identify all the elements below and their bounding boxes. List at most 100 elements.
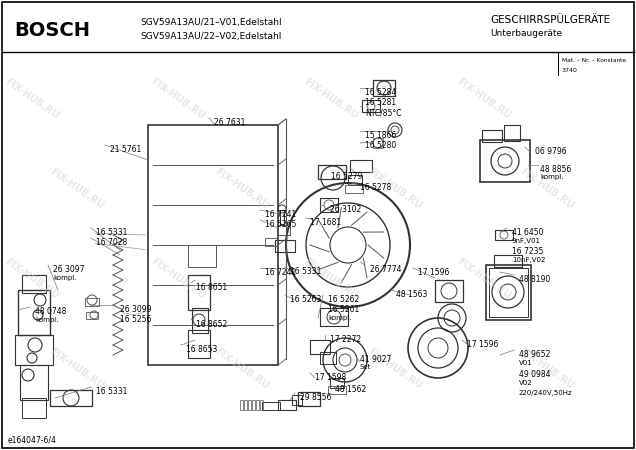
Text: 16 5263: 16 5263: [290, 295, 321, 304]
Text: 16 5280: 16 5280: [365, 141, 396, 150]
Text: 16 7241: 16 7241: [265, 210, 296, 219]
Text: FIX-HUB.RU: FIX-HUB.RU: [149, 257, 207, 301]
Text: FIX-HUB.RU: FIX-HUB.RU: [455, 77, 512, 121]
Text: 26 7774: 26 7774: [370, 265, 401, 274]
Text: FIX-HUB.RU: FIX-HUB.RU: [302, 77, 359, 121]
Text: 21 5761: 21 5761: [110, 145, 141, 154]
Bar: [320, 198, 338, 212]
Bar: [265, 238, 277, 246]
Text: V01: V01: [519, 360, 533, 366]
Text: FIX-HUB.RU: FIX-HUB.RU: [455, 257, 512, 301]
Text: 17 1681: 17 1681: [310, 218, 341, 227]
Text: BOSCH: BOSCH: [14, 21, 90, 40]
Text: 48 8856: 48 8856: [540, 165, 571, 174]
Text: 16 5331: 16 5331: [96, 387, 127, 396]
Text: 48 8190: 48 8190: [519, 275, 550, 284]
Text: 26 3102: 26 3102: [330, 205, 361, 214]
Bar: [278, 400, 296, 410]
Text: 16 5284: 16 5284: [365, 88, 396, 97]
Bar: [256, 400, 259, 410]
Text: 15 1866: 15 1866: [365, 131, 396, 140]
Bar: [188, 330, 210, 358]
Text: FIX-HUB.RU: FIX-HUB.RU: [48, 167, 105, 211]
Text: 16 7241: 16 7241: [265, 268, 296, 277]
Text: 16 7235: 16 7235: [512, 247, 543, 256]
Bar: [15, 335, 53, 365]
Text: kompl.: kompl.: [540, 174, 563, 180]
Bar: [248, 400, 251, 410]
Bar: [495, 230, 513, 240]
Text: FIX-HUB.RU: FIX-HUB.RU: [366, 347, 423, 391]
Text: kompl.: kompl.: [328, 315, 352, 321]
Text: 49 0984: 49 0984: [519, 370, 551, 379]
Text: FIX-HUB.RU: FIX-HUB.RU: [366, 167, 423, 211]
Text: 10nF,V02: 10nF,V02: [512, 257, 546, 263]
Text: SGV59A13AU/22–V02,Edelstahl: SGV59A13AU/22–V02,Edelstahl: [140, 32, 281, 40]
Text: Mat. – Nr. – Konstante: Mat. – Nr. – Konstante: [562, 58, 626, 63]
Bar: [494, 255, 522, 267]
Bar: [262, 402, 280, 410]
Bar: [22, 275, 46, 293]
Bar: [373, 138, 383, 148]
Bar: [188, 245, 216, 267]
Text: 48 0748: 48 0748: [35, 307, 66, 316]
Text: 16 5281: 16 5281: [365, 98, 396, 107]
Bar: [292, 395, 302, 405]
Text: 06 9796: 06 9796: [535, 147, 567, 156]
Bar: [482, 130, 502, 142]
Bar: [18, 290, 50, 335]
Text: 16 5256: 16 5256: [120, 315, 151, 324]
Text: GESCHIRRSPÜLGERÄTE: GESCHIRRSPÜLGERÄTE: [490, 15, 610, 25]
Text: FIX-HUB.RU: FIX-HUB.RU: [3, 257, 60, 301]
Bar: [328, 386, 346, 394]
Bar: [240, 400, 243, 410]
Bar: [22, 398, 46, 418]
Text: 16 7028: 16 7028: [96, 238, 127, 247]
Text: 9nF,V01: 9nF,V01: [512, 238, 541, 244]
Text: FIX-HUB.RU: FIX-HUB.RU: [213, 347, 270, 391]
Bar: [345, 185, 363, 193]
Text: FIX-HUB.RU: FIX-HUB.RU: [48, 347, 105, 391]
Text: 17 1596: 17 1596: [467, 340, 499, 349]
Text: 16 5278: 16 5278: [360, 183, 391, 192]
Bar: [330, 378, 344, 388]
Text: 16 8651: 16 8651: [196, 283, 227, 292]
Bar: [362, 100, 380, 112]
Text: FIX-HUB.RU: FIX-HUB.RU: [213, 167, 270, 211]
Text: 48 1563: 48 1563: [396, 290, 427, 299]
Bar: [50, 390, 92, 406]
Text: 16 5261: 16 5261: [328, 305, 359, 314]
Text: 29 8556: 29 8556: [300, 393, 331, 402]
Text: 17 1598: 17 1598: [315, 373, 346, 382]
Text: 26 3099: 26 3099: [120, 305, 151, 314]
Text: FIX-HUB.RU: FIX-HUB.RU: [518, 347, 576, 391]
Bar: [320, 352, 336, 364]
Text: FIX-HUB.RU: FIX-HUB.RU: [518, 167, 576, 211]
Bar: [85, 298, 99, 306]
Text: 16 5331: 16 5331: [96, 228, 127, 237]
Bar: [192, 308, 208, 333]
Bar: [480, 140, 530, 182]
Bar: [348, 175, 362, 185]
Text: Unterbaugeräte: Unterbaugeräte: [490, 30, 562, 39]
Bar: [280, 210, 284, 224]
Text: FIX-HUB.RU: FIX-HUB.RU: [149, 77, 207, 121]
Bar: [260, 400, 263, 410]
Text: 16 5265: 16 5265: [265, 220, 296, 229]
Bar: [320, 308, 348, 326]
Text: kompl.: kompl.: [53, 275, 76, 281]
Bar: [275, 240, 295, 252]
Text: 17 1596: 17 1596: [418, 268, 450, 277]
Text: FIX-HUB.RU: FIX-HUB.RU: [302, 257, 359, 301]
Bar: [373, 80, 395, 96]
Bar: [489, 268, 528, 317]
Text: kompl.: kompl.: [35, 317, 59, 323]
Text: V02: V02: [519, 380, 532, 386]
Bar: [350, 160, 372, 172]
Text: 16 8652: 16 8652: [196, 320, 227, 329]
Text: 48 9652: 48 9652: [519, 350, 550, 359]
Text: e164047-6/4: e164047-6/4: [8, 436, 57, 445]
Text: 16 5262: 16 5262: [328, 295, 359, 304]
Text: 26 3097: 26 3097: [53, 265, 85, 274]
Text: 16 5331: 16 5331: [290, 267, 321, 276]
